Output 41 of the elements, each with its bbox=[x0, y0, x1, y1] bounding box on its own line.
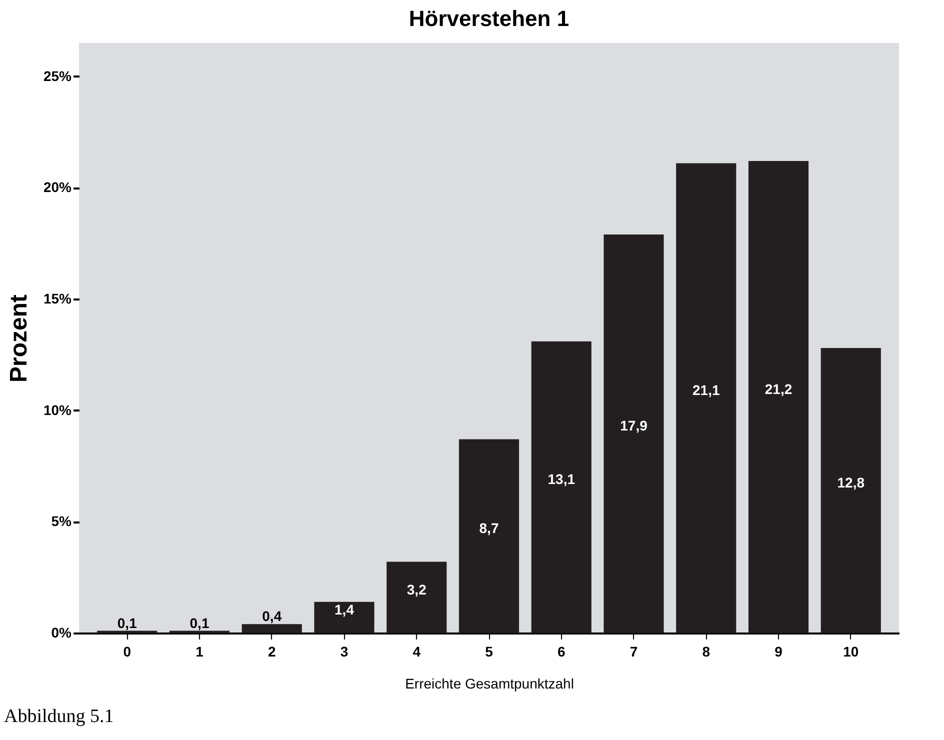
bar bbox=[604, 234, 664, 633]
bar bbox=[531, 341, 592, 633]
data-label: 12,8 bbox=[837, 474, 865, 491]
bar bbox=[386, 562, 447, 633]
data-label: 3,2 bbox=[406, 581, 427, 598]
data-label: 21,1 bbox=[692, 382, 720, 398]
data-label: 17,9 bbox=[620, 418, 648, 434]
data-label: 0,1 bbox=[190, 614, 210, 631]
x-tick-label: 9 bbox=[774, 644, 783, 660]
data-label: 8,7 bbox=[479, 520, 499, 536]
x-axis-title: Erreichte Gesamtpunktzahl bbox=[405, 676, 574, 692]
data-label: 1,4 bbox=[334, 601, 354, 618]
data-label: 21,2 bbox=[764, 381, 792, 397]
x-tick-label: 8 bbox=[702, 644, 710, 660]
bar bbox=[748, 161, 809, 633]
data-label: 0,1 bbox=[117, 614, 138, 631]
x-tick-label: 6 bbox=[557, 644, 566, 660]
x-tick-label: 10 bbox=[843, 644, 859, 660]
y-tick-label: 10% bbox=[43, 402, 72, 418]
x-tick-label: 0 bbox=[123, 644, 132, 660]
data-label: 13,1 bbox=[548, 471, 576, 488]
data-label: 0,4 bbox=[262, 608, 282, 624]
y-tick-label: 15% bbox=[43, 290, 72, 307]
x-tick-label: 2 bbox=[268, 644, 276, 660]
bar bbox=[242, 624, 302, 633]
x-tick-label: 3 bbox=[340, 644, 348, 660]
bar bbox=[314, 602, 374, 633]
y-tick-label: 0% bbox=[51, 624, 72, 640]
chart-title: Hörverstehen 1 bbox=[408, 6, 570, 31]
y-tick-label: 25% bbox=[43, 68, 72, 84]
x-tick-label: 4 bbox=[412, 644, 421, 660]
bar bbox=[458, 439, 520, 633]
y-tick-label: 20% bbox=[43, 179, 72, 196]
y-tick-label: 5% bbox=[51, 513, 72, 530]
x-tick-label: 7 bbox=[630, 644, 638, 660]
y-axis-title: Prozent bbox=[5, 294, 32, 383]
x-tick-label: 1 bbox=[196, 644, 204, 660]
bar bbox=[676, 163, 736, 633]
text: Abbildung 5.1 bbox=[4, 706, 114, 728]
bar bbox=[820, 348, 881, 633]
x-tick-label: 5 bbox=[485, 644, 494, 660]
